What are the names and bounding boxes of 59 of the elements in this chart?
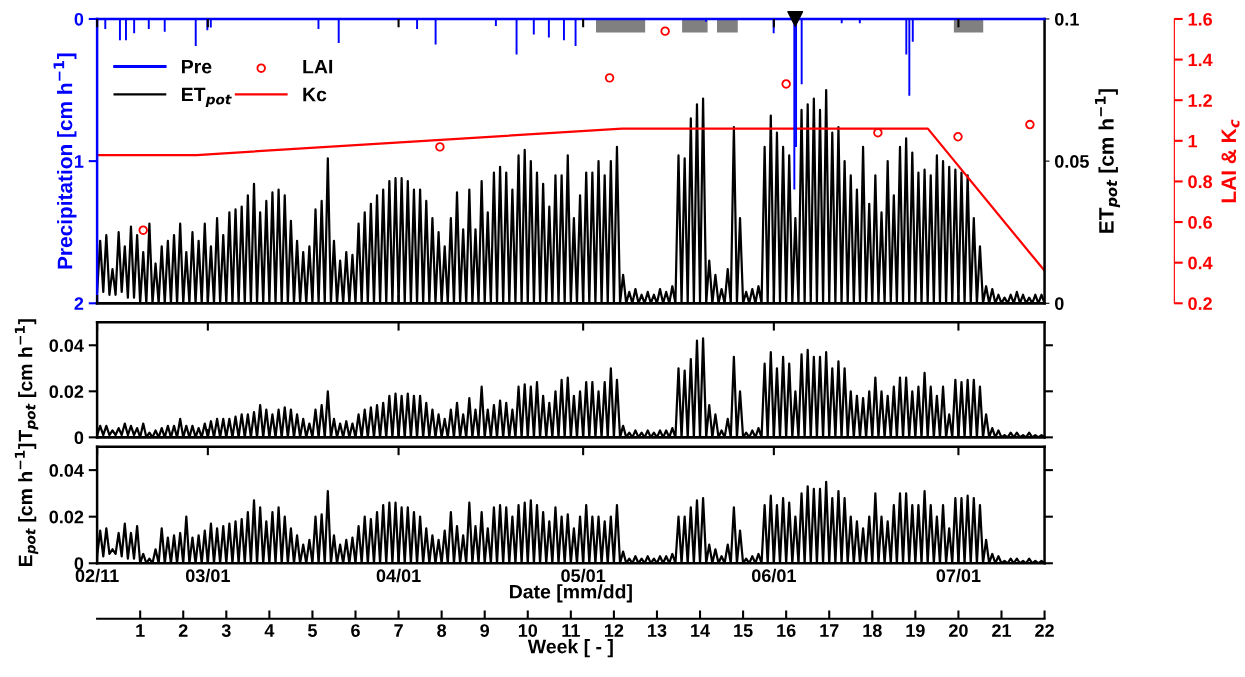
y-axis-title: E$_{pot}$ [cm h$^{−1}$] bbox=[14, 443, 39, 567]
x-tick-label: 1 bbox=[136, 624, 145, 637]
y3-tick-label: 0.2 bbox=[1188, 297, 1212, 311]
y-tick-label: 0.04 bbox=[49, 339, 84, 352]
x2-tick-label: 02/11 bbox=[75, 568, 119, 583]
x2-axis-title: Date [mm/dd] bbox=[510, 584, 632, 603]
y3-axis-title: LAI & K$_{c}$ bbox=[1221, 119, 1240, 203]
x-tick-label: 3 bbox=[221, 624, 231, 637]
x-tick-label: 17 bbox=[820, 624, 839, 637]
x-tick-label: 10 bbox=[518, 624, 538, 637]
x-tick-label: 11 bbox=[562, 624, 580, 637]
x2-tick-label: 03/01 bbox=[185, 568, 230, 583]
y-tick-label: 0.02 bbox=[49, 385, 84, 399]
y-tick-label: 2 bbox=[74, 297, 84, 310]
x-tick-label: 15 bbox=[734, 624, 753, 637]
y-tick-label: 0 bbox=[74, 431, 84, 445]
x2-tick-label: 04/01 bbox=[376, 568, 421, 583]
x2-tick-label: 07/01 bbox=[936, 568, 981, 583]
y3-tick-label: 1.6 bbox=[1188, 12, 1212, 26]
x-tick-label: 9 bbox=[480, 624, 490, 637]
y-tick-label: 0 bbox=[74, 12, 84, 26]
x-tick-label: 4 bbox=[264, 624, 275, 637]
x-tick-label: 2 bbox=[178, 624, 188, 637]
y3-tick-label: 1.4 bbox=[1188, 53, 1213, 67]
x-tick-label: 22 bbox=[1035, 624, 1054, 637]
x-tick-label: 12 bbox=[604, 624, 624, 637]
x-tick-label: 8 bbox=[437, 624, 447, 637]
y2-axis-title: ET$_{pot}$ [cm h$^{−1}$] bbox=[1094, 89, 1121, 233]
x-tick-label: 16 bbox=[777, 624, 796, 637]
y3-tick-label: 0.8 bbox=[1188, 175, 1213, 189]
y-tick-label: 0 bbox=[74, 557, 84, 570]
x2-tick-label: 05/01 bbox=[561, 568, 606, 583]
legend-label: Pre bbox=[182, 59, 212, 74]
y-tick-label: 0.04 bbox=[49, 464, 84, 477]
y3-tick-label: 1 bbox=[1188, 134, 1198, 148]
x-tick-label: 21 bbox=[992, 624, 1012, 637]
y3-tick-label: 0.4 bbox=[1188, 256, 1213, 270]
legend-label: Kc bbox=[303, 87, 327, 102]
x-tick-label: 18 bbox=[863, 624, 882, 637]
legend-label: ET$_{pot}$ bbox=[182, 87, 232, 108]
y-tick-label: 0.02 bbox=[49, 510, 84, 524]
y-axis-title: Precipitation [cm h$^{−1}$] bbox=[53, 53, 77, 269]
y2-tick-label: 0 bbox=[1054, 297, 1064, 311]
x-axis-title: Week [ - ] bbox=[527, 639, 613, 658]
legend-label: LAI bbox=[303, 59, 333, 74]
x2-tick-label: 06/01 bbox=[751, 568, 796, 583]
y2-tick-label: 0.1 bbox=[1054, 12, 1079, 26]
x-tick-label: 5 bbox=[307, 624, 317, 637]
x-tick-label: 19 bbox=[906, 624, 925, 637]
y-axis-title: T$_{pot}$ [cm h$^{−1}$] bbox=[14, 319, 39, 442]
x-tick-label: 20 bbox=[949, 624, 968, 637]
x-tick-label: 7 bbox=[394, 624, 403, 637]
y3-tick-label: 1.2 bbox=[1188, 94, 1212, 107]
y2-tick-label: 0.05 bbox=[1054, 155, 1089, 168]
x-tick-label: 6 bbox=[351, 624, 360, 637]
y-tick-label: 1 bbox=[75, 155, 84, 168]
x-tick-label: 14 bbox=[691, 624, 710, 637]
x-tick-label: 13 bbox=[648, 624, 667, 637]
y3-tick-label: 0.6 bbox=[1188, 215, 1212, 229]
